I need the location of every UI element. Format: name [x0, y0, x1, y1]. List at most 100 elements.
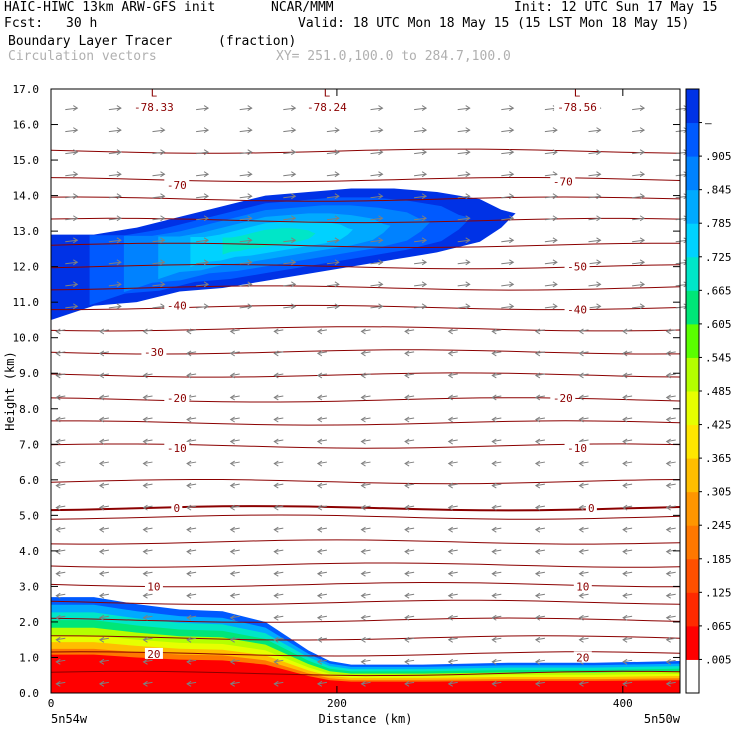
circulation-vector-head	[404, 570, 410, 577]
circulation-vector	[283, 129, 296, 133]
circulation-vector	[632, 151, 645, 155]
circulation-vector	[414, 173, 427, 177]
circulation-vector-head	[596, 193, 602, 200]
circulation-vector-head	[665, 658, 671, 665]
temperature-contour	[50, 514, 681, 520]
circulation-vector	[623, 461, 633, 465]
circulation-vector-head	[247, 171, 253, 178]
circulation-vector	[283, 283, 296, 287]
circulation-vector-head	[404, 658, 410, 665]
circulation-vector	[230, 571, 240, 575]
circulation-vector-head	[404, 416, 410, 423]
circulation-vector-head	[316, 350, 323, 357]
circulation-vector-head	[316, 328, 323, 335]
colorbar-swatch	[686, 122, 699, 157]
circulation-vector	[579, 439, 589, 443]
circulation-vector	[448, 549, 458, 553]
circulation-vector-head	[639, 171, 646, 178]
contour-label: 0	[173, 502, 180, 515]
circulation-vector-head	[552, 303, 558, 310]
circulation-vector-head	[509, 237, 515, 244]
circulation-vector	[457, 305, 470, 309]
circulation-vector	[99, 505, 109, 509]
contour-label-bg	[164, 392, 190, 404]
circulation-vector	[274, 483, 284, 487]
circulation-vector-head	[447, 328, 453, 335]
circulation-vector	[535, 549, 545, 553]
circulation-vector-head	[291, 105, 297, 112]
circulation-vector	[152, 173, 165, 177]
circulation-vector	[405, 593, 415, 597]
circulation-vector	[56, 373, 66, 376]
circulation-vector	[99, 571, 109, 575]
circulation-vector	[143, 417, 153, 420]
circulation-vector-head	[465, 171, 471, 178]
circulation-vector	[361, 571, 371, 575]
circulation-vector	[99, 659, 109, 663]
circulation-vector	[361, 681, 371, 685]
circulation-vector-head	[421, 193, 428, 200]
contour-label-bg	[550, 175, 576, 187]
circulation-vector-head	[203, 149, 210, 156]
circulation-vector-head	[229, 372, 235, 379]
circulation-vector-head	[229, 680, 235, 687]
circulation-vector	[501, 305, 514, 309]
circulation-vector-head	[334, 193, 340, 200]
circulation-vector-head	[622, 350, 628, 357]
circulation-vector-head	[273, 372, 279, 379]
circulation-vector	[588, 239, 601, 243]
circulation-vector	[56, 593, 66, 597]
circulation-vector	[143, 637, 153, 641]
circulation-vector	[535, 439, 545, 443]
circulation-vector	[535, 505, 545, 509]
circulation-vector-head	[447, 680, 453, 687]
circulation-vector	[579, 527, 589, 531]
circulation-vector-head	[421, 171, 428, 178]
circulation-vector	[448, 615, 458, 619]
circulation-vector	[448, 461, 458, 465]
circulation-vector	[196, 217, 209, 221]
contour-label: L	[324, 87, 331, 100]
circulation-vector-head	[491, 548, 497, 555]
circulation-vector	[143, 659, 153, 663]
circulation-vector-head	[291, 237, 297, 244]
field-units: (fraction)	[218, 34, 297, 49]
circulation-vector	[370, 239, 383, 243]
circulation-vector-head	[534, 548, 541, 555]
circulation-vector	[414, 217, 427, 221]
circulation-vector-head	[334, 259, 340, 266]
temperature-contour	[50, 599, 681, 606]
circulation-vector-head	[404, 328, 410, 335]
circulation-vector-head	[509, 281, 515, 288]
circulation-vector-head	[509, 303, 515, 310]
colorbar-label: –	[705, 117, 712, 130]
circulation-vector	[283, 217, 296, 221]
circulation-vector	[143, 505, 153, 509]
circulation-vector-head	[229, 328, 235, 335]
circulation-vector	[457, 283, 470, 287]
circulation-vector-head	[73, 215, 79, 222]
circulation-vector	[414, 283, 427, 287]
circulation-vector	[544, 261, 557, 265]
contour-label-bg	[171, 502, 183, 514]
circulation-vector-head	[665, 394, 671, 401]
colorbar-swatch	[686, 558, 699, 593]
circulation-vector-head	[334, 281, 340, 288]
circulation-vector	[370, 129, 383, 133]
circulation-vector-head	[186, 482, 192, 489]
circulation-vector-head	[509, 259, 515, 266]
circulation-vector-head	[465, 281, 471, 288]
circulation-vector-head	[534, 570, 541, 577]
circulation-vector	[187, 417, 197, 420]
circulation-vector-head	[465, 303, 471, 310]
circulation-vector	[56, 483, 66, 487]
circulation-vector	[361, 549, 371, 553]
circulation-vector-head	[98, 526, 105, 533]
circulation-vector-head	[491, 460, 497, 467]
circulation-vector-head	[447, 614, 453, 621]
circulation-vector	[99, 351, 109, 354]
colorbar-swatch	[686, 458, 699, 493]
circulation-vector-head	[639, 105, 646, 112]
circulation-vector-head	[578, 592, 584, 599]
contour-label-bg	[164, 299, 190, 311]
